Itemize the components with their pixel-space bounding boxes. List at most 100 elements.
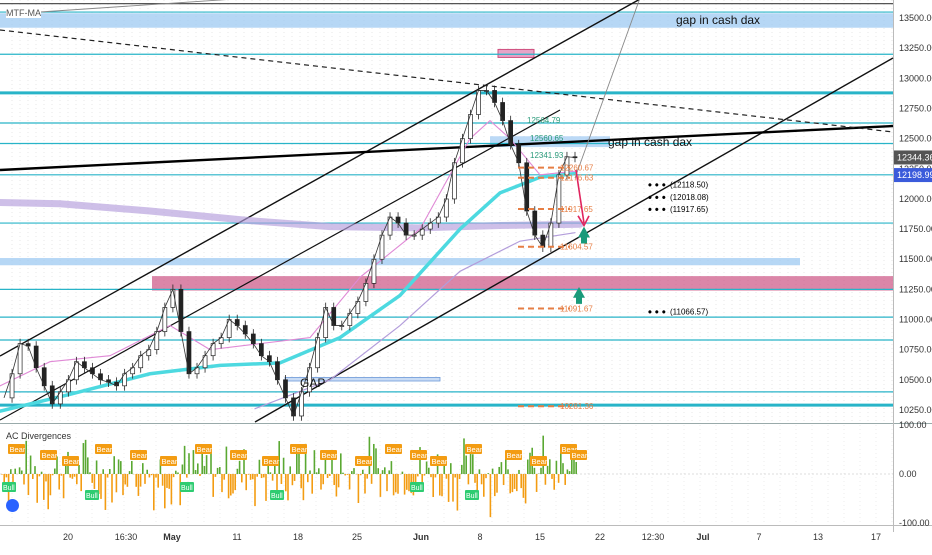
bull-badge xyxy=(410,482,424,492)
bull-badge xyxy=(85,490,99,500)
price-tick-label: 13250.00 xyxy=(899,43,932,53)
level-dots: • • • xyxy=(648,307,666,319)
gap-band-low xyxy=(0,258,800,266)
bear-badge-label: Bear xyxy=(97,445,113,454)
pink-zone xyxy=(152,276,893,291)
indicator-tag[interactable]: MTF-MA xyxy=(6,8,41,18)
bear-badge xyxy=(290,444,307,454)
price-tick-label: 11250.00 xyxy=(899,284,932,294)
level-label: (11066.57) xyxy=(670,308,708,317)
projection-line xyxy=(39,0,227,13)
price-tick-label: 13000.00 xyxy=(899,73,932,83)
bear-badge-label: Bear xyxy=(132,451,148,460)
bear-badge xyxy=(262,456,279,466)
channel-lower xyxy=(254,57,894,423)
bear-badge-label: Bear xyxy=(467,445,483,454)
bear-badge xyxy=(130,450,147,460)
bear-badge-label: Bear xyxy=(64,457,80,466)
time-tick-label: May xyxy=(163,532,181,542)
bear-badge xyxy=(465,444,482,454)
level-label: (11917.65) xyxy=(670,205,708,214)
bear-badge-label: Bear xyxy=(432,457,448,466)
trend-line-thick xyxy=(0,124,894,172)
time-tick-label: 7 xyxy=(756,532,761,542)
price-box-current-label: 12198.99 xyxy=(897,170,932,180)
pill-label: 12341.93 xyxy=(530,151,564,160)
bear-badge xyxy=(320,450,337,460)
gap-band-small xyxy=(284,376,441,382)
time-tick-label: 20 xyxy=(63,532,73,542)
bear-badge-label: Bear xyxy=(42,451,58,460)
level-dots: • • • xyxy=(648,204,666,216)
pink-marker xyxy=(497,48,535,58)
orange-label: 11917.65 xyxy=(560,205,593,214)
ma-long-line xyxy=(254,232,576,410)
price-tick-label: 11750.00 xyxy=(899,224,932,234)
red-arrow-head xyxy=(577,215,590,228)
price-line xyxy=(3,90,576,418)
bull-badge xyxy=(270,490,284,500)
pill-label: 12560.65 xyxy=(530,134,564,143)
price-box-last-label: 12344.36 xyxy=(897,152,932,162)
annotation-gap-top: gap in cash dax xyxy=(676,13,760,27)
ma-slow-line xyxy=(0,199,584,232)
bull-badge-label: Bull xyxy=(271,493,283,500)
indicator-name[interactable]: AC Divergences xyxy=(4,431,74,441)
bull-badge xyxy=(2,482,16,492)
channel-upper xyxy=(0,0,640,357)
price-tick-label: 10500.00 xyxy=(899,375,932,385)
time-tick-label: 22 xyxy=(595,532,605,542)
bear-badge xyxy=(195,444,212,454)
bull-badge-label: Bull xyxy=(181,485,193,492)
bull-badge-label: Bull xyxy=(86,493,98,500)
bull-badge-label: Bull xyxy=(3,485,15,492)
price-tick-label: 12750.00 xyxy=(899,104,932,114)
price-box-current xyxy=(894,168,932,183)
time-tick-label: 16:30 xyxy=(115,532,138,542)
red-arrow xyxy=(575,169,585,224)
bear-badge-label: Bear xyxy=(322,451,338,460)
time-tick-label: 17 xyxy=(871,532,881,542)
orange-label: 11091.67 xyxy=(560,305,593,314)
tradingview-logo-icon xyxy=(6,499,19,512)
bear-badge-label: Bear xyxy=(572,451,588,460)
orange-label: 12260.67 xyxy=(560,164,594,173)
green-arrow-up xyxy=(578,226,590,244)
bear-badge-label: Bear xyxy=(264,457,280,466)
bear-badge-label: Bear xyxy=(162,457,178,466)
bear-badge xyxy=(505,450,522,460)
price-tick-label: 12000.00 xyxy=(899,194,932,204)
price-tick-label: 11000.00 xyxy=(899,315,932,325)
bear-badge-label: Bear xyxy=(197,445,213,454)
bear-badge-label: Bear xyxy=(387,445,403,454)
time-tick-label: 18 xyxy=(293,532,303,542)
bull-badge xyxy=(180,482,194,492)
level-dots: • • • xyxy=(648,192,666,204)
bear-badge xyxy=(95,444,112,454)
annotation-gap-mid: gap in cash dax xyxy=(608,135,692,149)
bear-badge xyxy=(385,444,402,454)
bear-badge xyxy=(40,450,57,460)
bear-badge-label: Bear xyxy=(357,457,373,466)
bear-badge-label: Bear xyxy=(292,445,308,454)
bear-badge xyxy=(355,456,372,466)
bear-badge xyxy=(570,450,587,460)
gap-band-mid xyxy=(490,136,610,148)
bear-badge xyxy=(430,456,447,466)
bear-badge xyxy=(160,456,177,466)
time-tick-label: 11 xyxy=(232,532,241,542)
bear-badge-label: Bear xyxy=(10,445,26,454)
pill-label: 12564.79 xyxy=(527,116,561,125)
bear-badge-label: Bear xyxy=(532,457,548,466)
indicator-tick-label: 100.00 xyxy=(899,420,927,430)
price-tick-label: 10250.00 xyxy=(899,405,932,415)
time-tick-label: 13 xyxy=(813,532,823,542)
time-tick-label: 15 xyxy=(535,532,545,542)
time-tick-label: 12:30 xyxy=(642,532,665,542)
projection-line xyxy=(574,0,640,179)
time-tick-label: 8 xyxy=(477,532,482,542)
level-label: (12018.08) xyxy=(670,193,709,202)
price-tick-label: 11500.00 xyxy=(899,254,932,264)
